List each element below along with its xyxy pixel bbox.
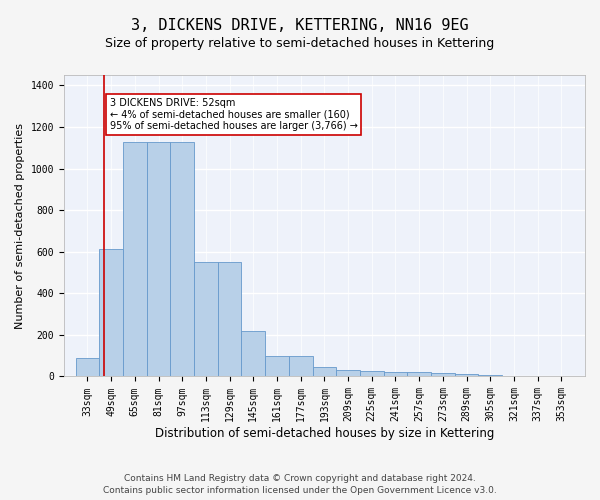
Text: 3 DICKENS DRIVE: 52sqm
← 4% of semi-detached houses are smaller (160)
95% of sem: 3 DICKENS DRIVE: 52sqm ← 4% of semi-deta… bbox=[110, 98, 358, 131]
Bar bbox=[146, 142, 170, 376]
Bar bbox=[76, 358, 100, 376]
Bar bbox=[194, 262, 218, 376]
Bar bbox=[265, 356, 289, 376]
Bar bbox=[455, 374, 478, 376]
Bar bbox=[360, 372, 383, 376]
Bar bbox=[100, 248, 123, 376]
Text: 3, DICKENS DRIVE, KETTERING, NN16 9EG: 3, DICKENS DRIVE, KETTERING, NN16 9EG bbox=[131, 18, 469, 32]
Text: Size of property relative to semi-detached houses in Kettering: Size of property relative to semi-detach… bbox=[106, 38, 494, 51]
Bar bbox=[289, 356, 313, 376]
X-axis label: Distribution of semi-detached houses by size in Kettering: Distribution of semi-detached houses by … bbox=[155, 427, 494, 440]
Y-axis label: Number of semi-detached properties: Number of semi-detached properties bbox=[15, 122, 25, 328]
Bar bbox=[407, 372, 431, 376]
Bar bbox=[218, 262, 241, 376]
Bar bbox=[336, 370, 360, 376]
Text: Contains HM Land Registry data © Crown copyright and database right 2024.
Contai: Contains HM Land Registry data © Crown c… bbox=[103, 474, 497, 495]
Bar bbox=[313, 367, 336, 376]
Bar bbox=[241, 330, 265, 376]
Bar bbox=[170, 142, 194, 376]
Bar bbox=[431, 374, 455, 376]
Bar bbox=[123, 142, 146, 376]
Bar bbox=[383, 372, 407, 376]
